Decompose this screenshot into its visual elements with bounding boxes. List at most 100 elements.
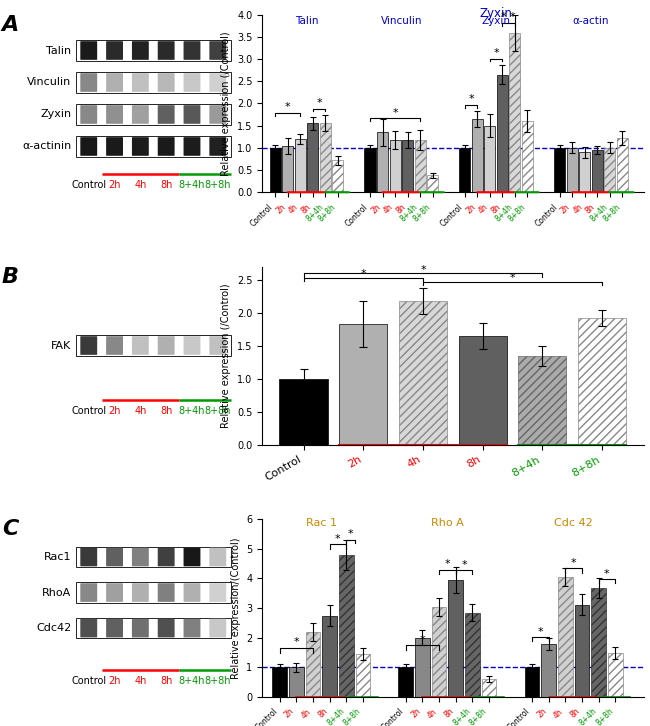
Bar bbox=[592, 150, 603, 192]
FancyBboxPatch shape bbox=[81, 105, 98, 124]
Bar bbox=[377, 132, 388, 192]
Bar bbox=[518, 356, 566, 444]
Text: 8+8h: 8+8h bbox=[205, 406, 231, 415]
Bar bbox=[415, 140, 426, 192]
Bar bbox=[389, 140, 400, 192]
FancyBboxPatch shape bbox=[76, 105, 231, 125]
Bar bbox=[522, 121, 533, 192]
Text: *: * bbox=[361, 269, 366, 280]
Bar bbox=[579, 152, 590, 192]
FancyBboxPatch shape bbox=[132, 105, 149, 124]
FancyBboxPatch shape bbox=[209, 41, 226, 60]
Bar bbox=[432, 607, 447, 697]
Text: FAK: FAK bbox=[51, 340, 72, 351]
FancyBboxPatch shape bbox=[209, 619, 226, 637]
FancyBboxPatch shape bbox=[183, 73, 200, 91]
Text: *: * bbox=[462, 560, 467, 570]
Bar bbox=[399, 301, 447, 444]
Text: Control: Control bbox=[72, 676, 107, 685]
FancyBboxPatch shape bbox=[106, 336, 123, 355]
Bar bbox=[567, 148, 578, 192]
Text: α-actin: α-actin bbox=[573, 16, 609, 25]
FancyBboxPatch shape bbox=[76, 582, 231, 603]
Text: B: B bbox=[2, 267, 19, 287]
Text: *: * bbox=[285, 102, 291, 113]
Bar bbox=[339, 555, 354, 697]
Text: Cdc 42: Cdc 42 bbox=[554, 518, 593, 528]
Bar bbox=[497, 75, 508, 192]
Text: Vinculin: Vinculin bbox=[27, 78, 72, 88]
FancyBboxPatch shape bbox=[76, 547, 231, 567]
Text: *: * bbox=[293, 637, 299, 648]
Y-axis label: Relative expression/(Control): Relative expression/(Control) bbox=[231, 537, 240, 679]
FancyBboxPatch shape bbox=[132, 583, 149, 602]
FancyBboxPatch shape bbox=[132, 336, 149, 355]
Bar bbox=[558, 577, 573, 697]
Y-axis label: Relative expression (/Control): Relative expression (/Control) bbox=[222, 31, 231, 176]
FancyBboxPatch shape bbox=[81, 41, 98, 60]
Text: *: * bbox=[335, 534, 341, 544]
Bar bbox=[460, 148, 471, 192]
Text: 2h: 2h bbox=[109, 406, 121, 415]
FancyBboxPatch shape bbox=[132, 619, 149, 637]
Bar bbox=[617, 138, 628, 192]
Text: 8+4h: 8+4h bbox=[179, 180, 205, 189]
FancyBboxPatch shape bbox=[106, 137, 123, 156]
FancyBboxPatch shape bbox=[158, 619, 175, 637]
FancyBboxPatch shape bbox=[81, 73, 98, 91]
Text: *: * bbox=[571, 558, 577, 568]
Text: 8h: 8h bbox=[160, 406, 172, 415]
FancyBboxPatch shape bbox=[81, 137, 98, 156]
FancyBboxPatch shape bbox=[81, 619, 98, 637]
FancyBboxPatch shape bbox=[183, 137, 200, 156]
Text: Cdc42: Cdc42 bbox=[36, 623, 72, 633]
Bar bbox=[332, 160, 343, 192]
Text: * *: * * bbox=[501, 12, 516, 22]
FancyBboxPatch shape bbox=[158, 73, 175, 91]
Bar bbox=[322, 616, 337, 697]
Bar bbox=[289, 667, 304, 697]
FancyBboxPatch shape bbox=[76, 618, 231, 638]
Text: 8h: 8h bbox=[160, 676, 172, 685]
Bar bbox=[472, 119, 483, 192]
Text: 8+8h: 8+8h bbox=[205, 180, 231, 189]
FancyBboxPatch shape bbox=[209, 105, 226, 124]
FancyBboxPatch shape bbox=[209, 137, 226, 156]
Text: Talin: Talin bbox=[46, 46, 72, 55]
FancyBboxPatch shape bbox=[76, 73, 231, 93]
Bar bbox=[356, 654, 370, 697]
Text: *: * bbox=[419, 635, 425, 645]
Text: RhoA: RhoA bbox=[42, 587, 72, 597]
FancyBboxPatch shape bbox=[158, 336, 175, 355]
Bar bbox=[604, 148, 616, 192]
FancyBboxPatch shape bbox=[106, 547, 123, 566]
Text: 8+4h: 8+4h bbox=[179, 676, 205, 685]
Text: Zyxin: Zyxin bbox=[480, 7, 513, 20]
Bar bbox=[270, 148, 281, 192]
Text: Zyxin: Zyxin bbox=[40, 110, 72, 120]
FancyBboxPatch shape bbox=[106, 583, 123, 602]
Bar bbox=[294, 139, 305, 192]
Text: 4h: 4h bbox=[134, 406, 146, 415]
Bar bbox=[575, 605, 589, 697]
Text: *: * bbox=[445, 559, 450, 569]
Bar bbox=[578, 318, 626, 444]
Text: Zyxin: Zyxin bbox=[482, 16, 511, 25]
Text: *: * bbox=[493, 48, 499, 57]
Text: Talin: Talin bbox=[295, 16, 318, 25]
Text: Rac 1: Rac 1 bbox=[306, 518, 337, 528]
Bar bbox=[320, 123, 331, 192]
Text: *: * bbox=[510, 274, 515, 283]
FancyBboxPatch shape bbox=[158, 547, 175, 566]
Bar bbox=[465, 613, 480, 697]
FancyBboxPatch shape bbox=[132, 41, 149, 60]
FancyBboxPatch shape bbox=[183, 336, 200, 355]
Bar bbox=[365, 148, 376, 192]
FancyBboxPatch shape bbox=[81, 547, 98, 566]
Bar bbox=[272, 667, 287, 697]
Bar bbox=[427, 176, 438, 192]
FancyBboxPatch shape bbox=[209, 336, 226, 355]
Bar bbox=[307, 123, 318, 192]
Text: *: * bbox=[604, 568, 610, 579]
FancyBboxPatch shape bbox=[209, 73, 226, 91]
